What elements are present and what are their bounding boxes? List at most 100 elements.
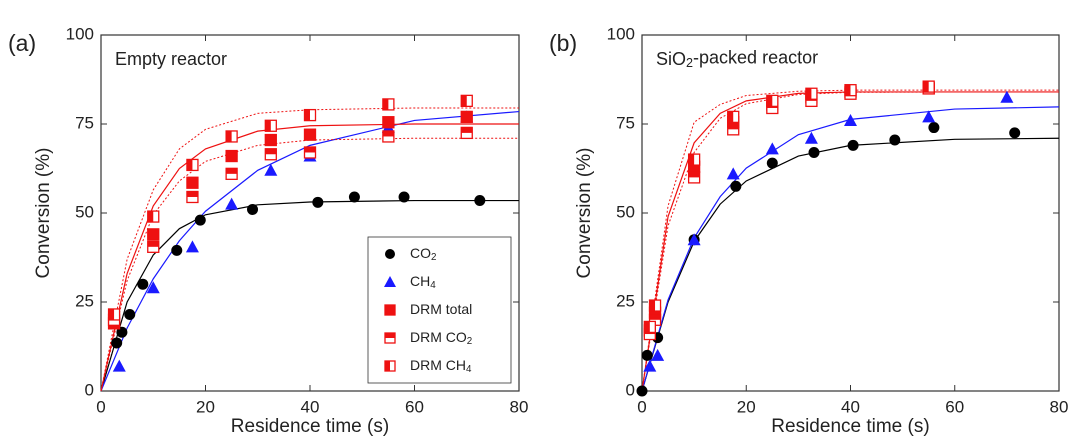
marker-shape <box>194 214 206 226</box>
marker <box>648 299 662 312</box>
marker <box>727 123 740 136</box>
marker-shape <box>348 191 360 203</box>
marker-shape <box>460 110 473 124</box>
marker-half <box>649 300 656 312</box>
marker-half <box>688 154 695 166</box>
marker <box>460 94 473 108</box>
marker-shape <box>264 133 277 147</box>
marker <box>303 128 317 141</box>
marker-half <box>186 191 198 197</box>
marker-shape <box>922 110 936 123</box>
y-tick-label: 100 <box>66 24 94 43</box>
marker-half <box>385 361 390 371</box>
marker <box>928 122 940 134</box>
marker-half <box>461 127 473 133</box>
marker <box>186 190 199 204</box>
marker-shape <box>312 196 324 208</box>
marker <box>474 195 486 207</box>
marker <box>225 130 238 143</box>
marker-shape <box>847 139 859 151</box>
marker <box>116 326 128 338</box>
marker <box>348 191 360 203</box>
marker-half <box>923 81 929 93</box>
marker <box>382 98 395 111</box>
marker-shape <box>726 167 740 180</box>
marker <box>146 281 160 294</box>
marker <box>847 139 859 151</box>
marker <box>264 163 278 176</box>
marker-shape <box>636 385 648 397</box>
marker-half <box>382 130 394 137</box>
marker-shape <box>382 116 395 129</box>
y-tick-label: 50 <box>616 202 635 221</box>
marker <box>107 308 121 321</box>
marker-shape <box>1000 90 1014 103</box>
marker <box>730 180 742 192</box>
marker <box>186 158 199 172</box>
marker-half <box>688 171 700 178</box>
marker-shape <box>651 348 665 361</box>
marker-half <box>304 146 316 153</box>
fit-line <box>100 199 519 392</box>
marker-shape <box>112 359 126 372</box>
marker-half <box>226 168 238 174</box>
marker-shape <box>111 337 123 349</box>
marker-half <box>382 98 389 110</box>
y-tick-label: 0 <box>626 380 635 399</box>
marker-shape <box>225 149 238 163</box>
y-tick-label: 100 <box>607 24 635 43</box>
legend-label: DRM CO2 <box>410 329 472 347</box>
marker-half <box>226 130 232 142</box>
marker-shape <box>146 281 160 294</box>
marker-shape <box>384 276 396 287</box>
marker-shape <box>1009 127 1021 139</box>
marker <box>805 87 818 100</box>
marker-half <box>147 241 159 247</box>
marker-shape <box>137 278 149 290</box>
x-tick-label: 20 <box>737 397 756 416</box>
marker <box>643 359 657 372</box>
marker <box>844 113 857 126</box>
marker-shape <box>171 244 183 256</box>
marker <box>247 203 259 215</box>
marker-half <box>265 120 271 132</box>
x-tick-label: 60 <box>405 397 424 416</box>
marker <box>889 134 901 146</box>
marker <box>687 153 701 166</box>
panel-label: (a) <box>8 30 36 56</box>
marker <box>643 320 656 334</box>
marker <box>922 80 935 93</box>
legend-label: CH4 <box>410 273 436 291</box>
marker <box>687 233 701 246</box>
marker <box>264 148 277 161</box>
marker <box>804 131 818 144</box>
marker-shape <box>124 308 136 320</box>
fit-line <box>100 123 519 392</box>
x-tick-label: 40 <box>841 397 860 416</box>
marker-half <box>727 111 734 123</box>
marker-half <box>644 321 650 333</box>
marker <box>111 337 123 349</box>
marker <box>225 149 238 163</box>
marker <box>641 349 653 361</box>
marker <box>1000 90 1014 103</box>
marker-shape <box>643 359 657 372</box>
marker-half <box>845 84 851 96</box>
marker <box>186 176 199 189</box>
marker-shape <box>398 191 410 203</box>
marker-shape <box>264 163 278 176</box>
marker <box>382 116 395 129</box>
marker <box>303 146 317 159</box>
y-tick-label: 75 <box>616 113 635 132</box>
x-tick-label: 20 <box>196 397 215 416</box>
marker <box>687 171 701 184</box>
marker <box>194 214 206 226</box>
marker <box>147 240 160 253</box>
x-tick-label: 0 <box>637 397 646 416</box>
marker-shape <box>804 131 818 144</box>
fit-line <box>641 106 1060 392</box>
legend-label: DRM total <box>410 301 472 317</box>
marker-shape <box>247 203 259 215</box>
marker-half <box>649 314 661 320</box>
marker <box>398 191 410 203</box>
